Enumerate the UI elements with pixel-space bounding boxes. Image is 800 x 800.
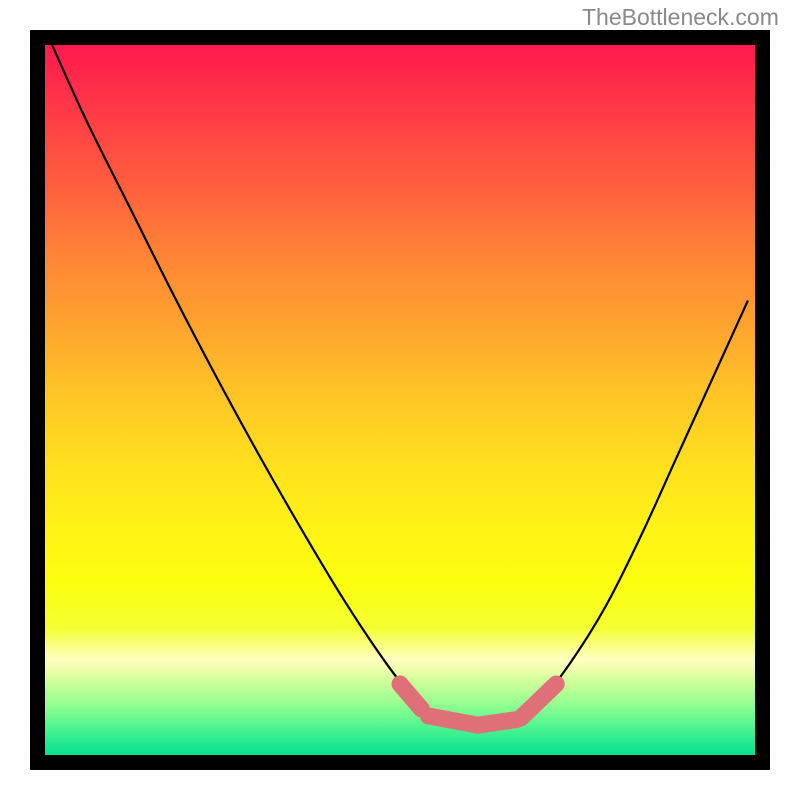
watermark-text: TheBottleneck.com bbox=[582, 4, 779, 31]
chart-svg bbox=[0, 0, 800, 800]
trough-segment bbox=[478, 720, 517, 726]
chart-container: TheBottleneck.com bbox=[0, 0, 800, 800]
plot-background bbox=[45, 45, 755, 755]
